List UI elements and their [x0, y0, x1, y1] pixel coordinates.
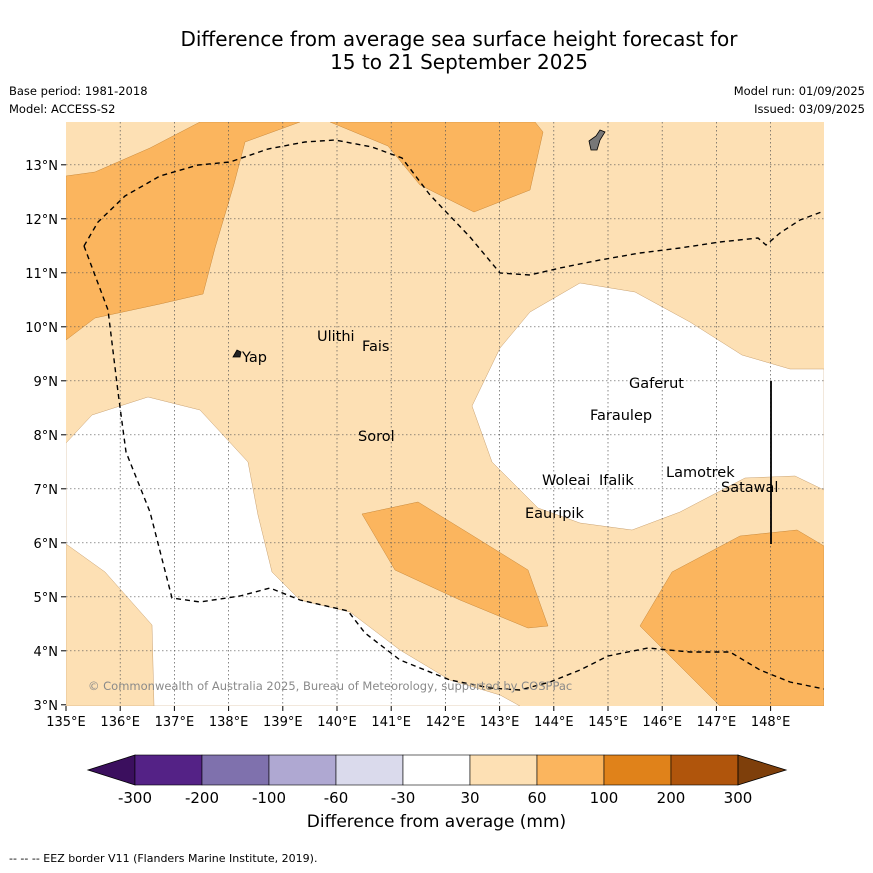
meta-left: Base period: 1981-2018 Model: ACCESS-S2	[9, 82, 148, 118]
x-tick-label: 135°E	[46, 715, 86, 730]
colorbar-tick-label: -300	[118, 789, 152, 807]
x-tick-label: 143°E	[480, 715, 520, 730]
place-labels: Yap Ulithi Fais Gaferut Faraulep Sorol W…	[241, 329, 778, 522]
colorbar-tick-label: -200	[185, 789, 219, 807]
colorbar-tick-label: -100	[252, 789, 286, 807]
colorbar-title: Difference from average (mm)	[306, 812, 567, 832]
y-tick-label: 5°N	[34, 591, 59, 606]
band-60-100-center	[361, 501, 549, 629]
colorbar-bin	[268, 754, 337, 786]
x-tick-label: 140°E	[317, 715, 357, 730]
colorbar-bin	[469, 754, 538, 786]
colorbar-tick-label: 100	[590, 789, 619, 807]
yap-island-icon	[232, 349, 242, 358]
colorbar-tick-label: 60	[527, 789, 546, 807]
title-line-2: 15 to 21 September 2025	[330, 50, 588, 74]
colorbar-bin	[536, 754, 605, 786]
colorbar-bin	[134, 754, 203, 786]
colorbar-tick-label: 200	[657, 789, 686, 807]
colorbar-tick-label: -30	[391, 789, 416, 807]
colorbar-tick-label: -60	[324, 789, 349, 807]
y-axis: 13°N 12°N 11°N 10°N 9°N 8°N 7°N 6°N 5°N 4°N 3°N	[25, 159, 66, 714]
eez-border	[83, 139, 824, 276]
map-plot: Yap Ulithi Fais Gaferut Faraulep Sorol W…	[66, 122, 824, 706]
colorbar-extend-low	[86, 754, 136, 786]
band-60-100-southeast	[639, 529, 824, 706]
band-neutral-east	[471, 282, 824, 531]
x-tick-label: 142°E	[426, 715, 466, 730]
x-tick-label: 137°E	[155, 715, 195, 730]
y-tick-label: 9°N	[34, 375, 59, 390]
x-tick-label: 144°E	[534, 715, 574, 730]
x-tick-label: 147°E	[697, 715, 737, 730]
y-tick-label: 12°N	[25, 213, 58, 228]
band-60-100-north	[329, 122, 544, 213]
colorbar-tick-label: 300	[724, 789, 753, 807]
colorbar-bin	[402, 754, 471, 786]
label-ulithi: Ulithi	[317, 329, 355, 345]
x-tick-label: 146°E	[642, 715, 682, 730]
colorbar: -300 -200 -100 -60 -30 30 60 100 200 300	[86, 754, 788, 807]
x-axis: 135°E 136°E 137°E 138°E 139°E 140°E 141°E 142°E…	[46, 706, 790, 730]
y-tick-label: 6°N	[34, 537, 59, 552]
copyright-notice: © Commonwealth of Australia 2025, Bureau…	[88, 679, 572, 693]
colorbar-bin	[603, 754, 672, 786]
issued-date: Issued: 03/09/2025	[754, 102, 865, 116]
label-eauripik: Eauripik	[525, 506, 584, 522]
y-tick-label: 13°N	[25, 159, 58, 174]
colorbar-tick-label: 30	[460, 789, 479, 807]
title-line-1: Difference from average sea surface heig…	[180, 27, 738, 51]
label-satawal: Satawal	[721, 480, 778, 496]
map-title: Difference from average sea surface heig…	[0, 28, 873, 74]
model-run: Model run: 01/09/2025	[733, 84, 865, 98]
label-woleai: Woleai	[542, 473, 590, 489]
label-faraulep: Faraulep	[590, 408, 652, 424]
x-tick-label: 138°E	[209, 715, 249, 730]
eez-legend-note: -- -- -- EEZ border V11 (Flanders Marine…	[9, 852, 318, 865]
y-tick-label: 4°N	[34, 645, 59, 660]
band-30-60-southwest	[66, 543, 155, 706]
x-tick-label: 141°E	[371, 715, 411, 730]
colorbar-bin	[670, 754, 739, 786]
x-tick-label: 145°E	[588, 715, 628, 730]
label-lamotrek: Lamotrek	[666, 465, 735, 481]
x-tick-label: 139°E	[263, 715, 303, 730]
meta-right: Model run: 01/09/2025 Issued: 03/09/2025	[734, 82, 865, 118]
y-tick-label: 8°N	[34, 429, 59, 444]
label-ifalik: Ifalik	[599, 473, 634, 489]
label-fais: Fais	[362, 339, 389, 355]
label-gaferut: Gaferut	[629, 376, 684, 392]
x-tick-label: 148°E	[751, 715, 791, 730]
grid-lines	[66, 122, 824, 706]
y-tick-label: 3°N	[34, 699, 59, 714]
colorbar-extend-high	[737, 754, 788, 786]
base-period: Base period: 1981-2018	[9, 84, 148, 98]
label-yap: Yap	[241, 350, 267, 366]
x-tick-label: 136°E	[100, 715, 140, 730]
eez-border-west	[83, 245, 824, 691]
y-tick-label: 7°N	[34, 483, 59, 498]
label-sorol: Sorol	[358, 429, 395, 445]
y-tick-label: 11°N	[25, 267, 58, 282]
band-60-100-northwest	[66, 122, 301, 341]
y-tick-label: 10°N	[25, 321, 58, 336]
model-name: Model: ACCESS-S2	[9, 102, 116, 116]
colorbar-bin	[201, 754, 270, 786]
guam-island-icon	[588, 129, 606, 151]
colorbar-bin	[335, 754, 404, 786]
